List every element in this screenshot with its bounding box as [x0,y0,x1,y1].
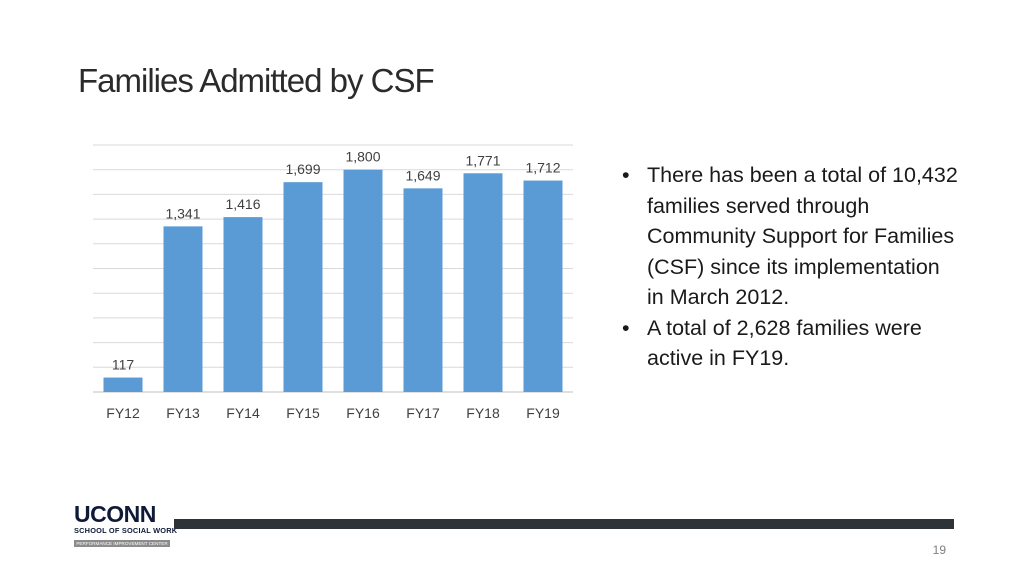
bar-fy14 [223,217,263,392]
footer-bar [174,519,954,529]
logo-subtitle: SCHOOL OF SOCIAL WORK [74,526,178,535]
x-tick-fy18: FY18 [466,405,500,421]
logo-wordmark: UCONN [74,501,156,527]
data-label-fy14: 1,416 [225,196,260,212]
data-label-fy17: 1,649 [405,167,440,183]
bar-fy15 [283,182,323,392]
x-tick-fy16: FY16 [346,405,380,421]
chart-x-ticks: FY12 FY13 FY14 FY15 FY16 FY17 FY18 FY19 [106,405,560,421]
page-number: 19 [932,543,946,557]
bar-fy19 [523,180,563,392]
slide-title: Families Admitted by CSF [78,62,435,99]
x-tick-fy17: FY17 [406,405,440,421]
x-tick-fy13: FY13 [166,405,200,421]
bar-fy17 [403,188,443,392]
bar-fy18 [463,173,503,392]
uconn-logo: UCONN SCHOOL OF SOCIAL WORK PERFORMANCE … [74,501,178,547]
bar-fy12 [103,377,143,392]
bar-fy13 [163,226,203,392]
data-label-fy16: 1,800 [345,149,380,165]
x-tick-fy12: FY12 [106,405,140,421]
data-label-fy19: 1,712 [525,160,560,176]
data-label-fy13: 1,341 [165,205,200,221]
x-tick-fy15: FY15 [286,405,320,421]
bullet-list: There has been a total of 10,432 familie… [622,160,962,374]
data-label-fy12: 117 [112,357,135,373]
data-label-fy15: 1,699 [285,161,320,177]
chart-bars [103,169,563,392]
logo-strip: PERFORMANCE IMPROVEMENT CENTER [74,540,170,547]
x-tick-fy14: FY14 [226,405,260,421]
bullet-item-active-fy19: A total of 2,628 families were active in… [622,313,962,374]
bar-fy16 [343,169,383,392]
bullet-item-total-served: There has been a total of 10,432 familie… [622,160,962,313]
x-tick-fy19: FY19 [526,405,560,421]
chart-data-labels: 117 1,341 1,416 1,699 1,800 1,649 1,771 1,712 [112,149,561,373]
data-label-fy18: 1,771 [465,152,500,168]
